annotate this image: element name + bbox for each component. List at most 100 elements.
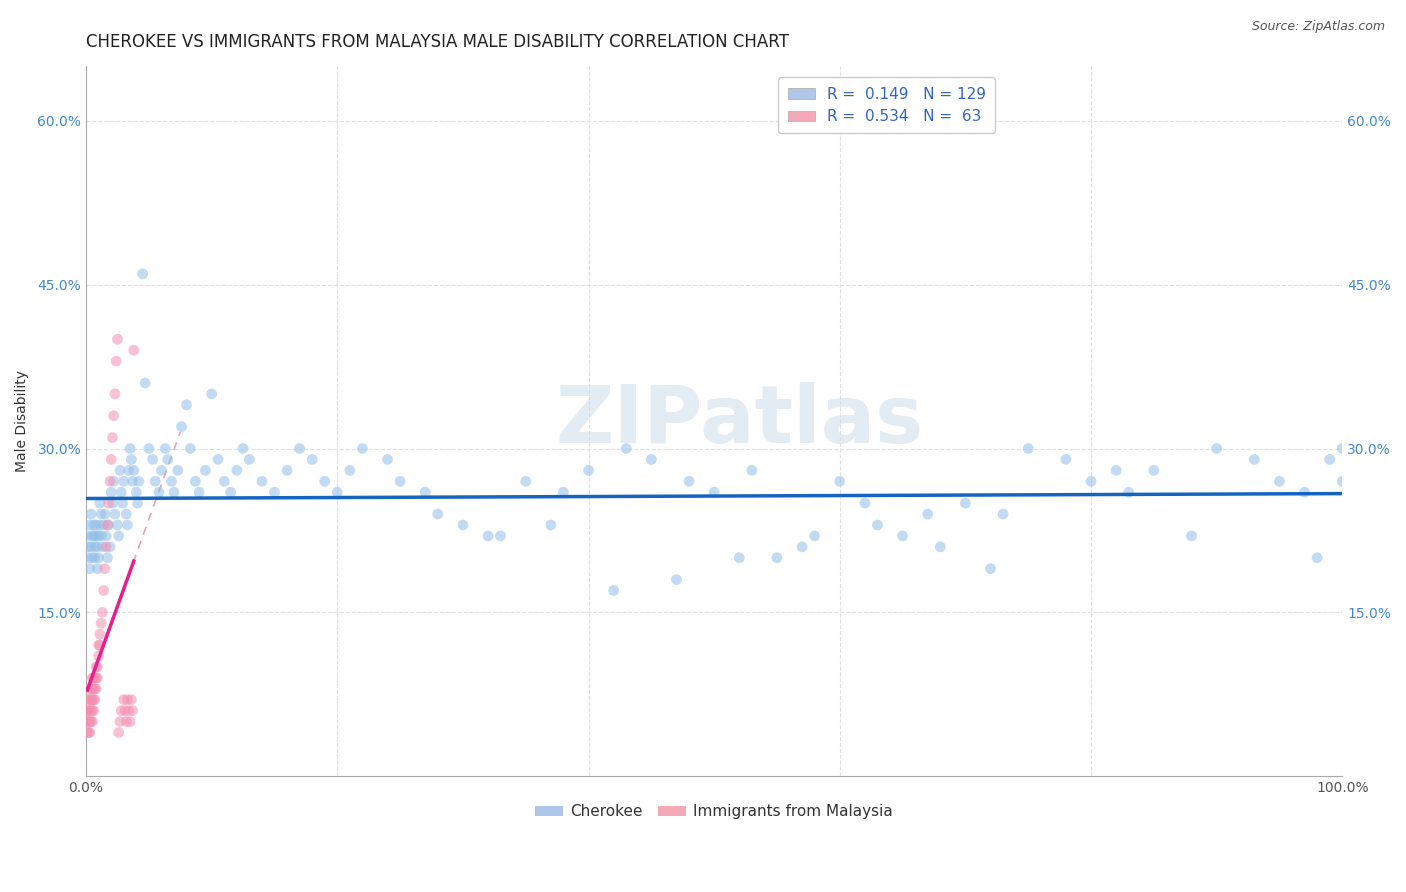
Point bbox=[891, 529, 914, 543]
Point bbox=[602, 583, 624, 598]
Point bbox=[107, 332, 129, 346]
Point bbox=[96, 529, 118, 543]
Point bbox=[194, 463, 217, 477]
Point bbox=[77, 714, 100, 729]
Point bbox=[83, 671, 105, 685]
Point bbox=[80, 681, 103, 696]
Point bbox=[87, 529, 110, 543]
Point bbox=[122, 343, 145, 358]
Point bbox=[127, 496, 149, 510]
Point bbox=[929, 540, 952, 554]
Point bbox=[339, 463, 361, 477]
Point bbox=[1143, 463, 1166, 477]
Point bbox=[207, 452, 229, 467]
Point bbox=[389, 475, 412, 489]
Point bbox=[120, 452, 142, 467]
Point bbox=[97, 518, 120, 533]
Point bbox=[101, 431, 124, 445]
Point bbox=[76, 529, 98, 543]
Point bbox=[201, 387, 224, 401]
Point bbox=[84, 660, 107, 674]
Point bbox=[91, 605, 114, 619]
Point bbox=[276, 463, 298, 477]
Point bbox=[86, 540, 108, 554]
Point bbox=[96, 518, 118, 533]
Point bbox=[853, 496, 876, 510]
Point bbox=[82, 529, 104, 543]
Point bbox=[89, 638, 111, 652]
Point bbox=[614, 442, 637, 456]
Point bbox=[79, 692, 101, 706]
Point bbox=[82, 671, 104, 685]
Point bbox=[991, 507, 1014, 521]
Point bbox=[179, 442, 201, 456]
Point bbox=[352, 442, 374, 456]
Point bbox=[828, 475, 851, 489]
Point bbox=[163, 485, 186, 500]
Point bbox=[1054, 452, 1077, 467]
Point bbox=[1105, 463, 1128, 477]
Point bbox=[90, 616, 112, 631]
Point bbox=[80, 507, 103, 521]
Point bbox=[1306, 550, 1329, 565]
Point bbox=[678, 475, 700, 489]
Point bbox=[110, 704, 132, 718]
Point bbox=[87, 550, 110, 565]
Point bbox=[101, 496, 124, 510]
Point bbox=[94, 562, 117, 576]
Point bbox=[540, 518, 562, 533]
Point bbox=[188, 485, 211, 500]
Point bbox=[79, 562, 101, 576]
Point bbox=[79, 704, 101, 718]
Point bbox=[120, 692, 142, 706]
Point bbox=[301, 452, 323, 467]
Point bbox=[118, 442, 141, 456]
Point bbox=[1205, 442, 1227, 456]
Point bbox=[166, 463, 188, 477]
Point bbox=[84, 529, 107, 543]
Point bbox=[83, 704, 105, 718]
Point bbox=[89, 627, 111, 641]
Point bbox=[96, 540, 118, 554]
Point bbox=[118, 704, 141, 718]
Point bbox=[100, 485, 122, 500]
Point bbox=[103, 475, 125, 489]
Point bbox=[766, 550, 789, 565]
Point bbox=[79, 681, 101, 696]
Point bbox=[80, 692, 103, 706]
Point bbox=[131, 267, 153, 281]
Point bbox=[108, 463, 131, 477]
Point bbox=[79, 518, 101, 533]
Point bbox=[87, 638, 110, 652]
Point bbox=[741, 463, 763, 477]
Point bbox=[112, 475, 135, 489]
Point bbox=[83, 540, 105, 554]
Point bbox=[156, 452, 179, 467]
Point bbox=[155, 442, 177, 456]
Point bbox=[82, 714, 104, 729]
Point bbox=[114, 704, 136, 718]
Point bbox=[426, 507, 449, 521]
Point bbox=[176, 398, 198, 412]
Point bbox=[91, 540, 114, 554]
Point bbox=[212, 475, 235, 489]
Point bbox=[86, 660, 108, 674]
Y-axis label: Male Disability: Male Disability bbox=[15, 370, 30, 472]
Text: Source: ZipAtlas.com: Source: ZipAtlas.com bbox=[1251, 20, 1385, 33]
Point bbox=[219, 485, 242, 500]
Point bbox=[250, 475, 273, 489]
Point bbox=[980, 562, 1002, 576]
Point bbox=[117, 692, 139, 706]
Point bbox=[232, 442, 254, 456]
Point bbox=[553, 485, 575, 500]
Point bbox=[790, 540, 813, 554]
Point bbox=[84, 671, 107, 685]
Point bbox=[80, 714, 103, 729]
Point bbox=[108, 714, 131, 729]
Point bbox=[477, 529, 499, 543]
Point bbox=[1118, 485, 1140, 500]
Point bbox=[314, 475, 336, 489]
Point bbox=[79, 725, 101, 739]
Point bbox=[84, 681, 107, 696]
Point bbox=[94, 507, 117, 521]
